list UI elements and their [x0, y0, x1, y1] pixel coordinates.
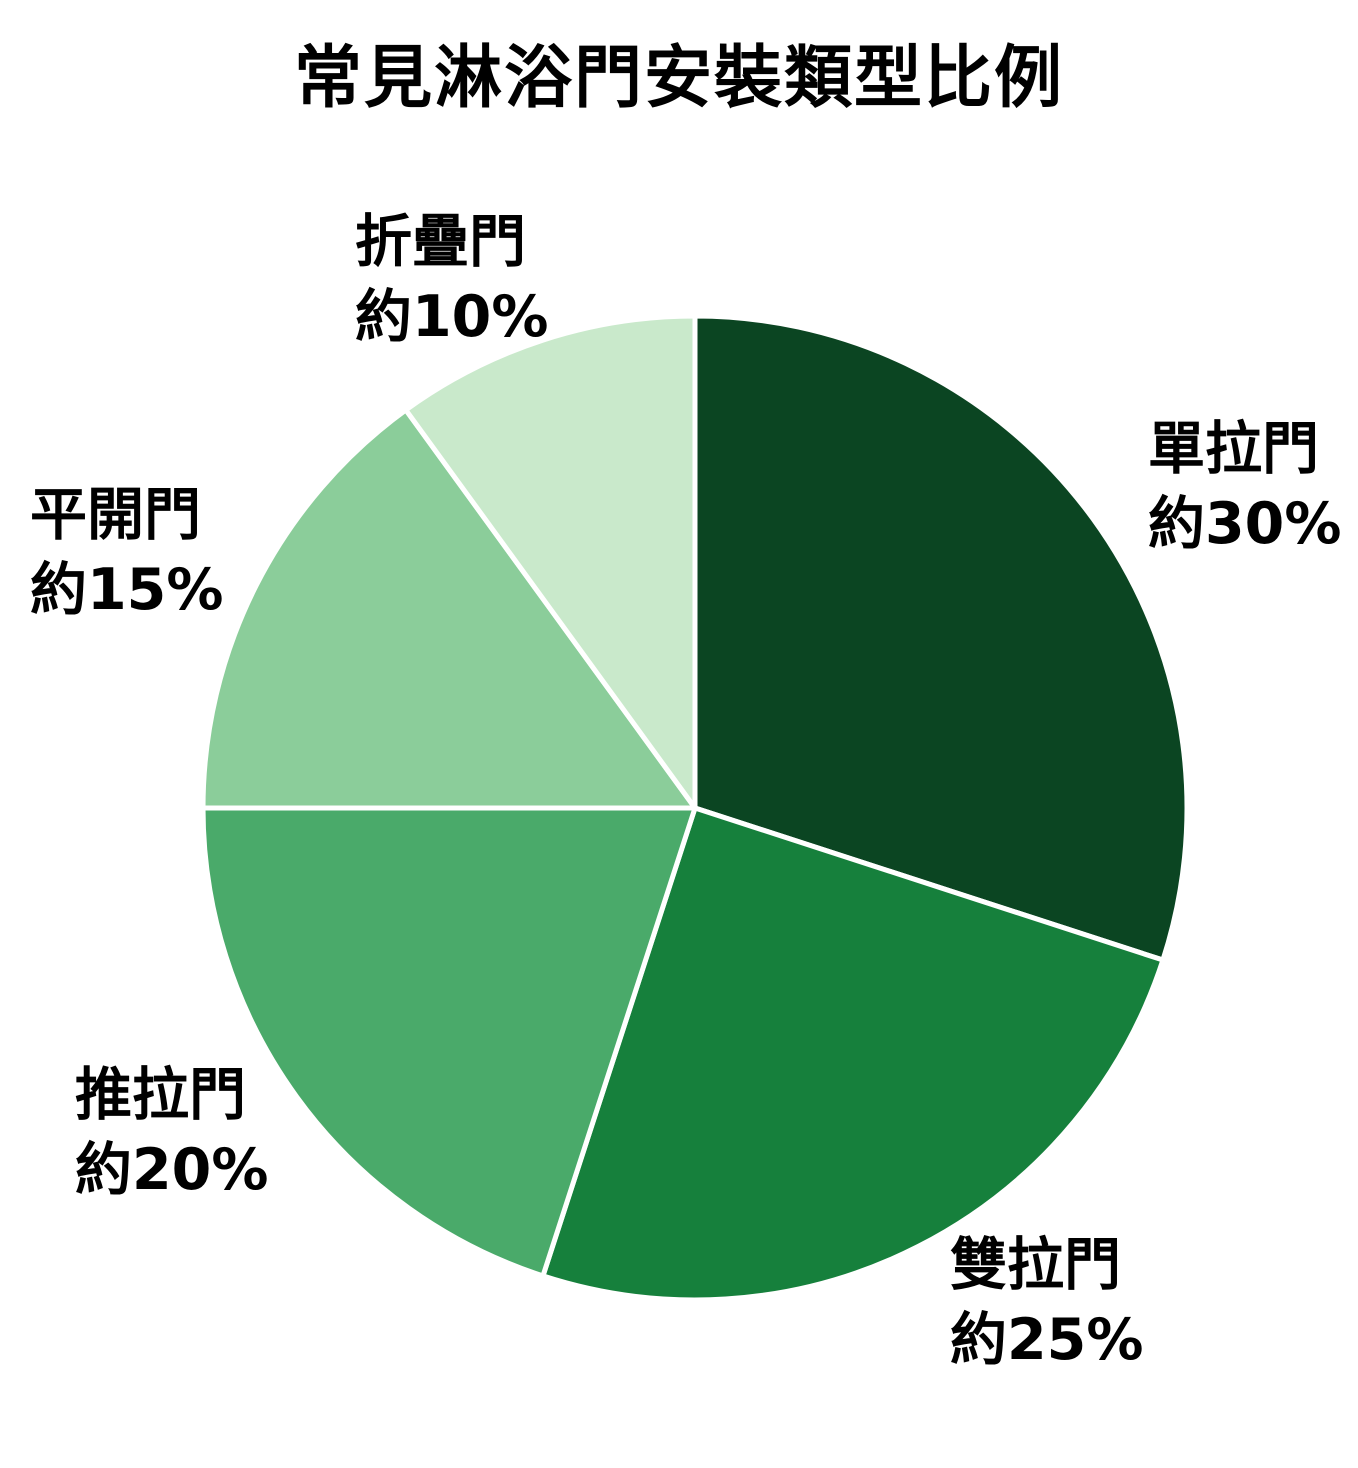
slice-label-value: 約30%	[1148, 491, 1342, 558]
slice-label-folding-door: 折疊門 約10%	[355, 205, 548, 355]
slice-label-name: 雙拉門	[950, 1232, 1121, 1298]
pie-slice-0	[692, 313, 1190, 963]
slice-label-name: 推拉門	[75, 1062, 246, 1128]
slice-label-push-pull-door: 推拉門 約20%	[75, 1058, 268, 1208]
pie-slice-3	[200, 407, 698, 811]
slice-label-name: 平開門	[30, 482, 201, 548]
slice-label-value: 約25%	[950, 1307, 1144, 1374]
slice-label-single-sliding-door: 單拉門 約30%	[1148, 412, 1341, 562]
slice-label-name: 單拉門	[1148, 416, 1319, 482]
pie-slice-2	[200, 805, 698, 1279]
slice-label-value: 約20%	[75, 1137, 269, 1204]
chart-title: 常見淋浴門安裝類型比例	[293, 39, 1064, 118]
pie-slice-4	[403, 313, 698, 811]
pie-slice-1	[540, 805, 1166, 1303]
slice-label-name: 折疊門	[355, 209, 526, 275]
slice-label-value: 約10%	[355, 284, 549, 351]
slice-label-double-sliding-door: 雙拉門 約25%	[950, 1228, 1143, 1378]
slice-label-value: 約15%	[30, 557, 224, 624]
slice-label-hinged-door: 平開門 約15%	[30, 478, 223, 628]
